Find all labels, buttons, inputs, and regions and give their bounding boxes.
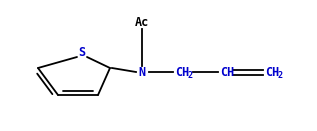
Text: N: N [139, 66, 146, 78]
Text: CH: CH [220, 66, 234, 78]
Text: CH: CH [175, 66, 189, 78]
Text: CH: CH [265, 66, 279, 78]
Text: 2: 2 [188, 70, 193, 80]
Text: S: S [78, 45, 86, 59]
Text: 2: 2 [278, 70, 283, 80]
Text: Ac: Ac [135, 15, 149, 29]
